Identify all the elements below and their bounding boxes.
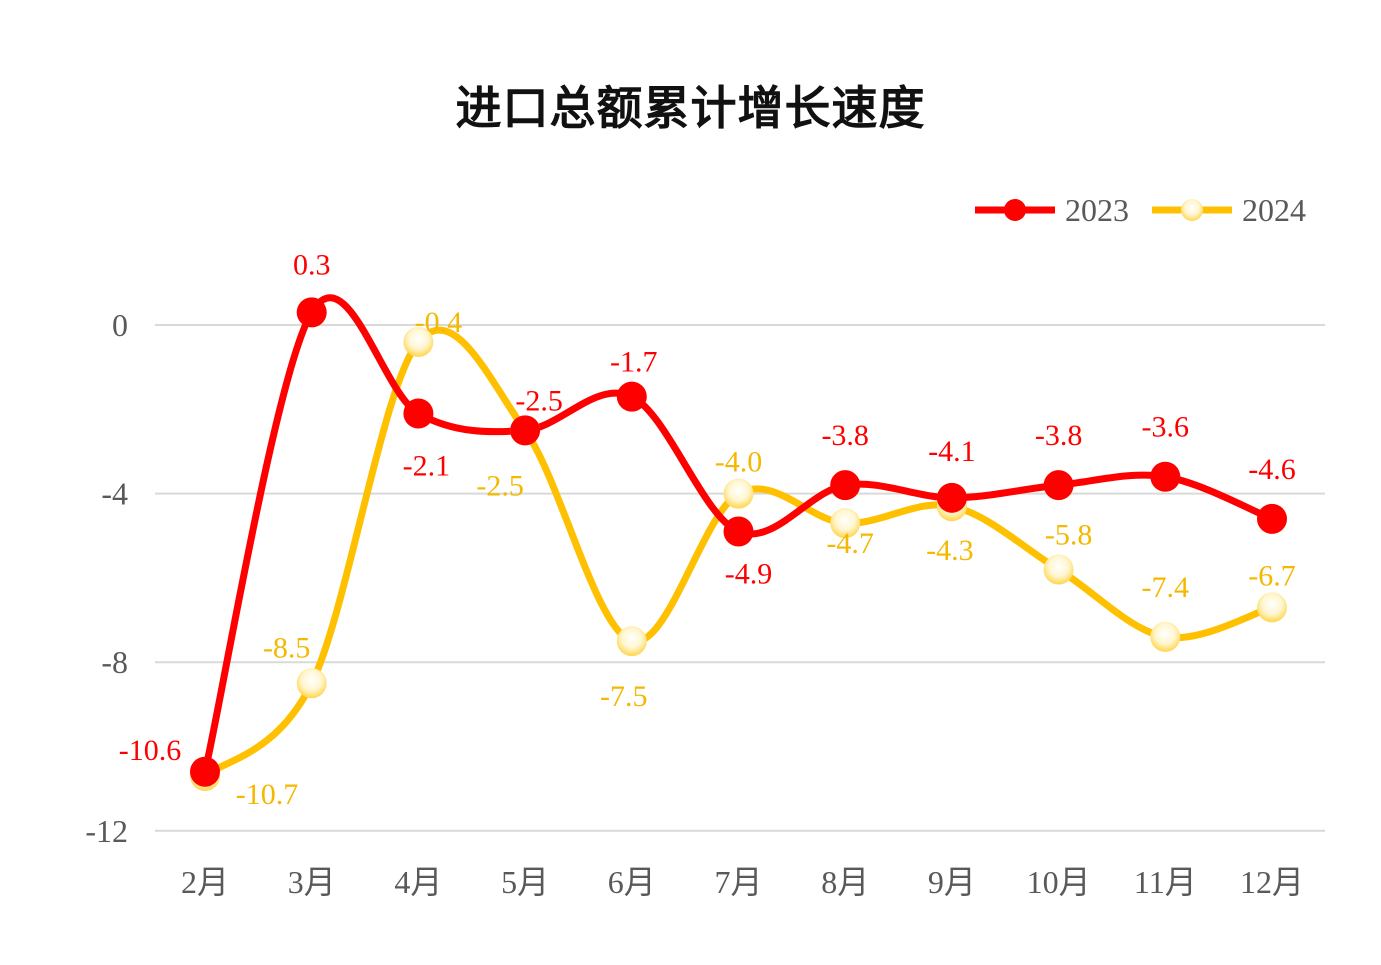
y-tick-label: -8 xyxy=(101,644,128,680)
x-tick-label: 7月 xyxy=(714,864,762,900)
data-point-2024 xyxy=(296,668,327,699)
data-label-2023: -1.7 xyxy=(610,346,658,379)
data-point-2024 xyxy=(616,626,647,657)
data-label-2023: -2.1 xyxy=(403,450,451,483)
x-tick-label: 5月 xyxy=(501,864,549,900)
data-point-2023 xyxy=(403,398,434,429)
data-point-2024 xyxy=(1150,621,1181,652)
data-point-2023 xyxy=(296,297,327,328)
data-point-2024 xyxy=(1257,592,1287,623)
legend-label-2024: 2024 xyxy=(1242,192,1306,228)
x-tick-label: 10月 xyxy=(1027,864,1091,900)
x-tick-label: 8月 xyxy=(821,864,869,900)
x-tick-label: 3月 xyxy=(288,864,336,900)
data-label-2024: -6.7 xyxy=(1248,559,1296,592)
data-label-2023: -4.6 xyxy=(1248,453,1296,486)
x-tick-label: 11月 xyxy=(1134,864,1197,900)
data-label-2024: -5.8 xyxy=(1045,518,1093,551)
data-label-2024: -7.5 xyxy=(600,680,648,713)
data-label-2024: -4.0 xyxy=(715,446,763,479)
data-label-2023: -3.6 xyxy=(1142,411,1190,444)
data-label-2024: -0.4 xyxy=(415,306,463,339)
data-point-2023 xyxy=(723,516,754,547)
y-tick-label: 0 xyxy=(112,307,128,343)
data-label-2024: -4.3 xyxy=(926,534,974,567)
x-tick-label: 9月 xyxy=(928,864,976,900)
data-point-2024 xyxy=(723,478,754,509)
legend-marker-2023 xyxy=(1004,199,1026,221)
x-tick-label: 12月 xyxy=(1240,864,1304,900)
data-label-2024: -2.5 xyxy=(476,469,524,502)
data-label-2024: -4.7 xyxy=(826,527,874,560)
data-label-2024: -10.7 xyxy=(236,778,299,811)
data-point-2024 xyxy=(403,326,434,357)
data-point-2023 xyxy=(510,415,541,446)
data-label-2023: -4.9 xyxy=(725,558,773,591)
legend-marker-2024 xyxy=(1181,199,1203,221)
x-tick-label: 2月 xyxy=(181,864,229,900)
data-label-2023: -10.6 xyxy=(119,734,182,767)
data-point-2023 xyxy=(1257,503,1287,534)
data-label-2024: -8.5 xyxy=(263,631,311,664)
legend-label-2023: 2023 xyxy=(1065,192,1129,228)
data-label-2023: -3.8 xyxy=(821,419,869,452)
data-point-2023 xyxy=(190,756,220,787)
data-label-2024: -7.4 xyxy=(1142,571,1190,604)
data-label-2023: -2.5 xyxy=(515,384,563,417)
data-point-2023 xyxy=(1150,461,1181,492)
data-label-2023: 0.3 xyxy=(293,248,331,281)
data-label-2023: -4.1 xyxy=(928,435,976,468)
y-tick-label: -4 xyxy=(101,476,128,512)
x-tick-label: 4月 xyxy=(394,864,442,900)
chart-title: 进口总额累计增长速度 xyxy=(455,81,926,135)
y-tick-label: -12 xyxy=(85,813,128,849)
x-tick-label: 6月 xyxy=(608,864,656,900)
data-label-2023: -3.8 xyxy=(1035,419,1083,452)
data-point-2023 xyxy=(1043,470,1074,501)
data-point-2024 xyxy=(830,508,861,539)
series-line-2024 xyxy=(201,326,1276,780)
data-point-2023 xyxy=(616,381,647,412)
data-point-2023 xyxy=(830,470,861,501)
data-point-2024 xyxy=(1043,554,1074,585)
data-point-2023 xyxy=(936,482,967,513)
